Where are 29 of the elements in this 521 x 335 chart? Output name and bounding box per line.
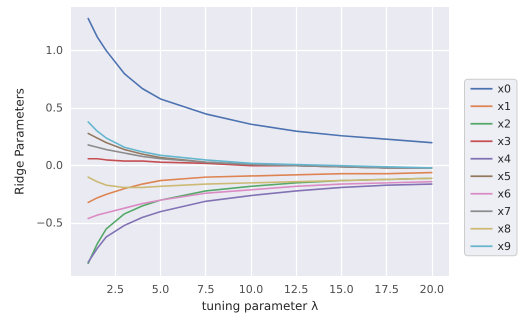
y-axis-title: Ridge Parameters <box>12 88 26 195</box>
x-tick-label: 10.0 <box>238 283 264 296</box>
x-tick-label: 2.5 <box>106 283 124 296</box>
x-axis-title: tuning parameter λ <box>202 299 318 313</box>
legend-label: x1 <box>497 100 512 113</box>
legend-label: x7 <box>497 204 512 218</box>
legend-label: x8 <box>497 222 512 236</box>
x-tick-label: 20.0 <box>420 283 444 296</box>
y-tick-label: 0.5 <box>46 102 63 115</box>
legend-label: x6 <box>497 187 512 200</box>
y-tick-label: −0.5 <box>36 216 63 230</box>
line-series <box>87 172 433 204</box>
x-tick-label: 5.0 <box>152 283 170 296</box>
legend-label: x5 <box>497 170 512 183</box>
line-series <box>87 180 433 220</box>
legend-label: x3 <box>497 134 512 148</box>
legend-label: x2 <box>497 117 512 130</box>
y-tick-label: 0.0 <box>46 159 63 172</box>
line-series <box>87 18 433 144</box>
x-tick-label: 15.0 <box>329 283 354 296</box>
x-tick-label: 7.5 <box>196 283 214 296</box>
legend-label: x0 <box>497 82 512 96</box>
line-series <box>87 176 433 188</box>
legend-label: x9 <box>497 240 512 253</box>
legend-label: x4 <box>497 152 512 166</box>
line-series <box>87 121 433 169</box>
y-tick-label: 1.0 <box>46 44 63 58</box>
x-tick-label: 17.5 <box>374 283 399 296</box>
x-tick-label: 12.5 <box>284 283 308 296</box>
